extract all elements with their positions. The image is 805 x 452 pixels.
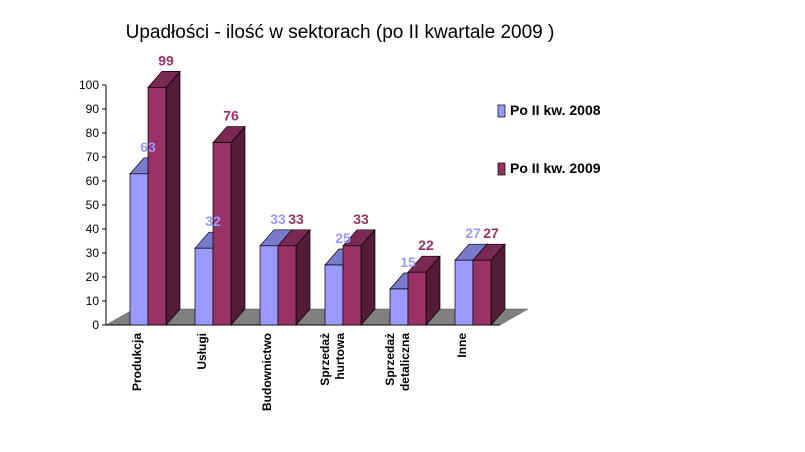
category-label: hurtowa <box>333 333 347 380</box>
category-label: Produkcja <box>130 333 144 391</box>
data-label: 76 <box>223 108 239 124</box>
y-tick-label: 90 <box>86 102 100 116</box>
bar <box>147 70 181 326</box>
y-tick-label: 30 <box>86 246 100 260</box>
data-label: 33 <box>270 211 286 227</box>
y-tick-label: 80 <box>86 126 100 140</box>
y-tick-label: 40 <box>86 222 100 236</box>
y-tick-label: 50 <box>86 198 100 212</box>
y-tick-label: 60 <box>86 174 100 188</box>
category-label: Budownictwo <box>260 333 274 411</box>
bar <box>472 243 506 326</box>
bar-front <box>194 247 214 326</box>
bar <box>342 228 376 326</box>
category-label: Inne <box>455 333 469 358</box>
bar-front <box>324 264 344 326</box>
data-label: 22 <box>418 237 434 253</box>
legend-item: Po II kw. 2008 <box>497 102 601 118</box>
legend-label: Po II kw. 2008 <box>510 102 601 118</box>
bar-front <box>259 245 279 326</box>
y-tick-label: 100 <box>79 78 99 92</box>
data-label: 27 <box>483 225 499 241</box>
data-label: 63 <box>140 139 156 155</box>
bar-side <box>295 228 311 326</box>
bar-front <box>407 271 427 326</box>
bars <box>129 70 506 326</box>
bar-front <box>389 288 409 326</box>
data-label: 27 <box>465 225 481 241</box>
chart-title: Upadłości - ilość w sektorach (po II kwa… <box>126 22 555 43</box>
legend: Po II kw. 2008 Po II kw. 2009 <box>497 102 601 176</box>
bar-front <box>212 142 232 326</box>
legend-item: Po II kw. 2009 <box>497 160 601 176</box>
bar <box>277 228 311 326</box>
legend-swatch <box>497 162 506 176</box>
data-label: 25 <box>335 230 351 246</box>
legend-swatch <box>497 104 506 118</box>
bar-front <box>277 245 297 326</box>
category-label: Sprzedaż <box>318 333 332 386</box>
bar-side <box>360 228 376 326</box>
bar <box>407 255 441 326</box>
bar-side <box>230 125 246 326</box>
data-label: 99 <box>158 52 174 68</box>
bar-front <box>129 173 149 326</box>
category-label: Usługi <box>195 333 209 370</box>
x-axis-categories: Produkcja Usługi Budownictwo Sprzedaż hurtow… <box>130 333 469 411</box>
y-tick-label: 20 <box>86 270 100 284</box>
category-label: detaliczna <box>398 333 412 391</box>
data-label: 15 <box>400 254 416 270</box>
bar <box>212 125 246 326</box>
legend-label: Po II kw. 2009 <box>510 160 601 176</box>
category-label: Sprzedaż <box>383 333 397 386</box>
bar-side <box>165 70 181 326</box>
y-tick-label: 0 <box>92 318 99 332</box>
bar-front <box>147 87 167 326</box>
data-label: 33 <box>288 211 304 227</box>
y-axis: 0 10 20 30 40 50 60 70 80 90 100 <box>79 78 107 332</box>
data-label: 33 <box>353 211 369 227</box>
bar-front <box>342 245 362 326</box>
y-tick-label: 70 <box>86 150 100 164</box>
y-tick-label: 10 <box>86 294 100 308</box>
bar-front <box>454 259 474 326</box>
bar-front <box>472 259 492 326</box>
data-label: 32 <box>205 213 221 229</box>
